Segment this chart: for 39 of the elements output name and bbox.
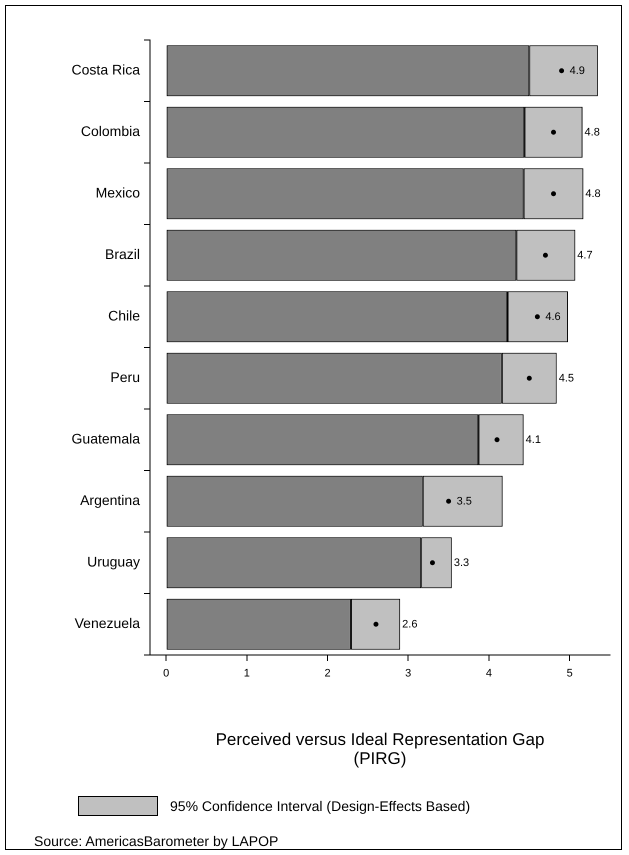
x-tick-label: 2 [324, 668, 331, 680]
source-note: Source: AmericasBarometer by LAPOP [34, 833, 278, 849]
y-tick-label: Venezuela [74, 615, 140, 632]
x-axis-title: Perceived versus Ideal Representation Gap (PIRG) [214, 730, 546, 768]
point [559, 68, 564, 74]
point [446, 498, 452, 504]
x-tick-label: 3 [405, 668, 412, 680]
point [551, 191, 556, 196]
point [542, 252, 548, 258]
data-label: 4.1 [526, 434, 541, 446]
y-tick-label: Brazil [104, 246, 140, 262]
y-tick-label: Peru [110, 369, 140, 386]
point [494, 437, 500, 442]
data-label: 4.8 [585, 188, 601, 200]
y-tick-label: Mexico [96, 184, 140, 201]
data-label: 2.6 [402, 618, 418, 630]
data-label: 3.3 [454, 556, 470, 569]
point [526, 376, 532, 381]
point [551, 130, 556, 135]
y-tick-label: Uruguay [87, 554, 140, 570]
data-label: 4.5 [558, 372, 574, 384]
data-label: 4.9 [570, 64, 585, 77]
y-tick-label: Guatemala [72, 430, 140, 447]
data-label: 3.5 [456, 495, 472, 508]
y-tick-label: Colombia [80, 123, 140, 140]
x-tick-label: 5 [566, 668, 573, 680]
x-tick-label: 0 [163, 668, 170, 680]
data-label: 4.7 [577, 249, 593, 262]
data-label: 4.8 [584, 126, 600, 138]
point [534, 314, 540, 320]
y-tick-label: Argentina [80, 492, 140, 508]
x-tick-label: 4 [486, 668, 492, 680]
y-tick-label: Chile [108, 308, 140, 324]
data-label: 4.6 [545, 310, 561, 323]
text: 95% Confidence Interval (Design-Effects Based) [170, 798, 470, 814]
x-tick-label: 1 [244, 668, 250, 680]
point [430, 560, 435, 566]
point [373, 622, 378, 627]
y-tick-label: Costa Rica [72, 62, 140, 78]
